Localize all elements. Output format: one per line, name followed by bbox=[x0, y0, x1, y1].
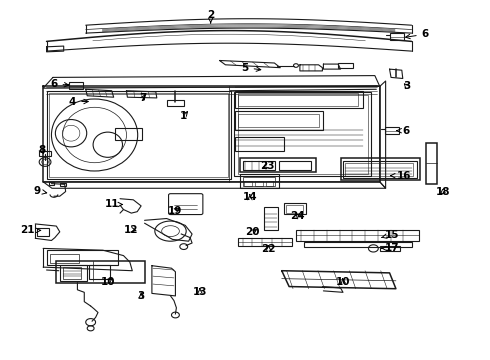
Bar bbox=[115, 128, 142, 140]
Text: 12: 12 bbox=[124, 225, 139, 235]
Bar bbox=[50, 254, 79, 263]
Bar bbox=[279, 161, 311, 170]
Bar bbox=[47, 91, 231, 179]
Bar bbox=[286, 205, 303, 213]
Bar bbox=[243, 177, 275, 186]
Bar bbox=[243, 161, 275, 170]
Text: 10: 10 bbox=[100, 276, 115, 287]
Bar bbox=[244, 181, 252, 186]
Text: 13: 13 bbox=[193, 287, 207, 297]
Bar bbox=[60, 183, 66, 186]
Text: 14: 14 bbox=[243, 192, 257, 202]
Bar bbox=[338, 63, 353, 68]
Bar bbox=[385, 127, 399, 134]
Bar bbox=[47, 250, 118, 265]
Bar bbox=[63, 267, 81, 279]
Bar bbox=[235, 111, 323, 130]
Text: 20: 20 bbox=[245, 227, 260, 237]
Text: 18: 18 bbox=[436, 186, 451, 197]
Text: 4: 4 bbox=[69, 96, 88, 107]
Bar bbox=[380, 246, 400, 251]
Text: 11: 11 bbox=[104, 199, 122, 210]
Bar bbox=[345, 163, 413, 176]
Text: 6: 6 bbox=[50, 78, 69, 89]
Bar bbox=[426, 143, 437, 184]
Bar bbox=[266, 181, 273, 186]
Text: 24: 24 bbox=[291, 211, 305, 221]
Bar bbox=[238, 114, 319, 127]
Bar bbox=[49, 182, 54, 185]
Bar bbox=[234, 92, 371, 176]
Bar bbox=[238, 93, 358, 106]
Bar bbox=[235, 91, 363, 108]
Text: 16: 16 bbox=[391, 171, 412, 181]
Text: 7: 7 bbox=[139, 93, 147, 103]
Bar bbox=[39, 151, 51, 156]
Bar bbox=[56, 261, 145, 283]
Text: 21: 21 bbox=[20, 225, 41, 235]
Bar bbox=[238, 95, 368, 174]
Bar bbox=[284, 203, 306, 214]
Bar bbox=[390, 33, 404, 40]
Bar bbox=[240, 158, 316, 172]
Text: 8: 8 bbox=[38, 145, 45, 156]
Text: 3: 3 bbox=[403, 81, 410, 91]
Bar bbox=[238, 238, 292, 246]
Bar bbox=[89, 265, 110, 279]
Text: 3: 3 bbox=[138, 291, 145, 301]
Text: 2: 2 bbox=[207, 10, 214, 23]
Bar bbox=[296, 230, 419, 241]
Bar bbox=[60, 265, 87, 281]
Text: 6: 6 bbox=[406, 29, 429, 39]
Bar bbox=[240, 174, 279, 188]
Text: 15: 15 bbox=[382, 230, 399, 240]
Bar bbox=[264, 207, 278, 230]
Bar bbox=[304, 242, 412, 247]
Bar bbox=[255, 181, 263, 186]
Bar bbox=[37, 228, 49, 236]
Text: 22: 22 bbox=[261, 244, 276, 254]
Text: 1: 1 bbox=[180, 111, 188, 121]
Text: 10: 10 bbox=[336, 276, 350, 287]
Text: 19: 19 bbox=[168, 206, 183, 216]
Bar bbox=[343, 161, 416, 178]
Text: 9: 9 bbox=[33, 186, 47, 196]
Bar bbox=[235, 137, 284, 151]
Bar bbox=[49, 93, 228, 177]
Bar bbox=[167, 100, 184, 106]
Text: 6: 6 bbox=[396, 126, 409, 136]
Text: 17: 17 bbox=[382, 243, 399, 253]
Text: 5: 5 bbox=[242, 63, 261, 73]
Text: 23: 23 bbox=[260, 161, 274, 171]
Bar bbox=[69, 82, 83, 89]
Bar bbox=[341, 158, 420, 180]
